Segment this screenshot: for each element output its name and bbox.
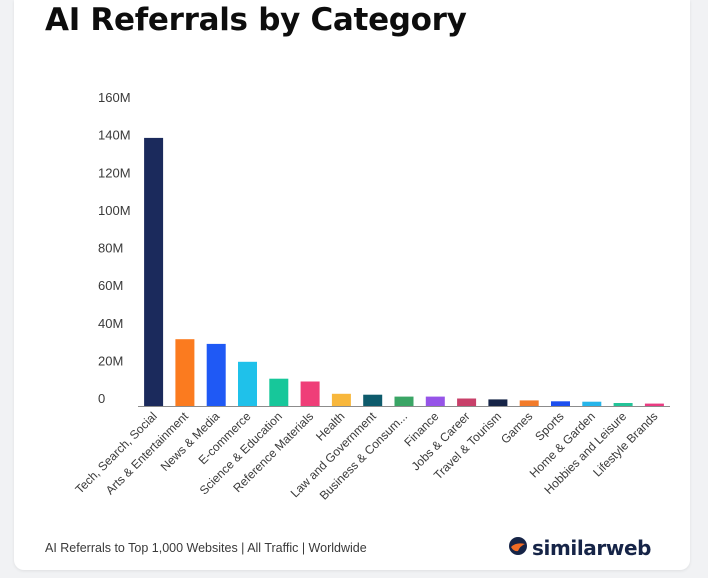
y-tick-label: 120M (98, 165, 131, 180)
bar (269, 378, 289, 406)
bar (551, 401, 570, 406)
y-tick-label: 0 (98, 391, 105, 406)
bar (613, 403, 633, 406)
bar (144, 137, 164, 406)
bar (457, 398, 477, 406)
bar (519, 400, 539, 406)
chart-title: AI Referrals by Category (45, 2, 467, 38)
bar (206, 343, 226, 406)
brand-name: similarweb (532, 536, 652, 560)
bars (144, 137, 664, 406)
bar (331, 393, 351, 406)
y-tick-label: 100M (98, 203, 131, 218)
y-tick-label: 60M (98, 278, 123, 293)
y-tick-label: 40M (98, 316, 123, 331)
bar (488, 399, 508, 406)
bar (582, 401, 602, 406)
similarweb-logo: similarweb (508, 535, 651, 561)
y-axis-ticks: 0 20M 40M 60M 80M 100M 120M 140M 160M (98, 90, 131, 406)
similarweb-logo-icon (508, 536, 528, 561)
y-tick-label: 20M (98, 353, 123, 368)
x-tick-label: Games (498, 409, 535, 446)
bar (394, 396, 414, 406)
bar-chart: 0 20M 40M 60M 80M 100M 120M 140M 160M Tech, Sear… (72, 90, 670, 503)
y-tick-label: 80M (98, 241, 123, 256)
chart-card (14, 0, 690, 570)
bar (644, 403, 664, 406)
bar (425, 396, 445, 406)
bar (363, 394, 383, 406)
footer-caption: AI Referrals to Top 1,000 Websites | All… (45, 541, 367, 555)
bar (175, 339, 195, 406)
bar (238, 361, 257, 406)
y-tick-label: 160M (98, 90, 131, 105)
y-tick-label: 140M (98, 128, 131, 143)
bar (300, 381, 320, 406)
